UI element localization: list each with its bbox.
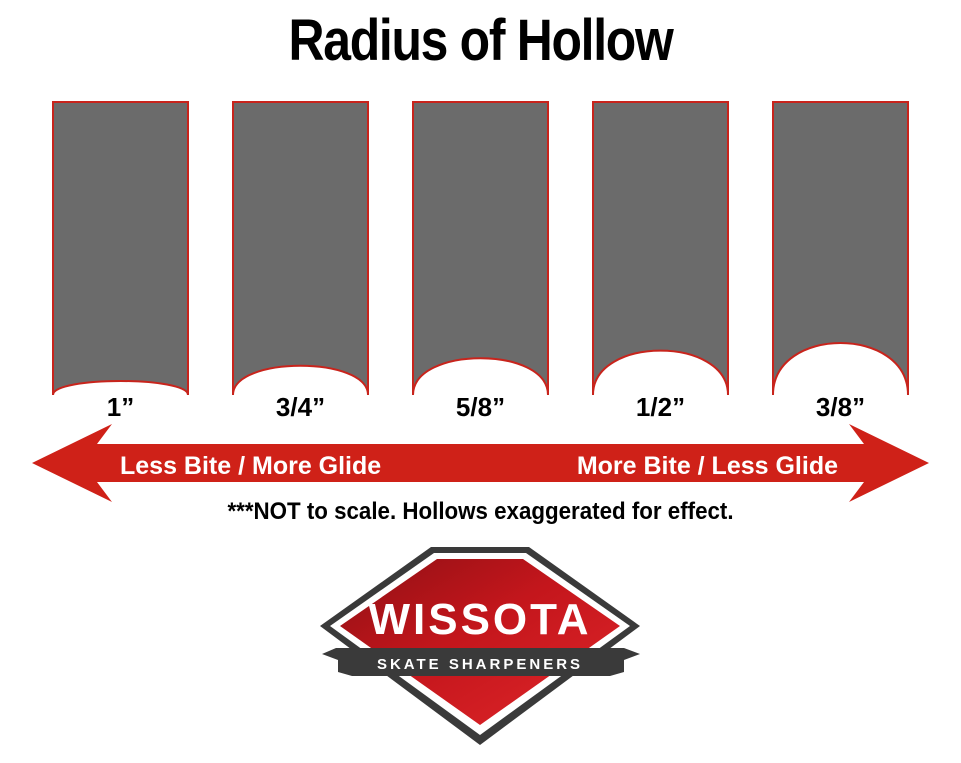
blade-group: 1” 3/4” 5/8” 1/2” 3/8” [52,101,909,422]
arrow-right-label: More Bite / Less Glide [577,452,838,480]
blade-3 [412,101,549,396]
blade-4 [592,101,729,396]
logo-tagline-text: SKATE SHARPENERS [377,656,583,673]
blade-label-3: 5/8” [456,392,505,422]
blade-5 [772,101,909,396]
diagram-title: Radius of Hollow [288,8,674,73]
logo-red-field [340,559,620,725]
wissota-logo: WISSOTA SKATE SHARPENERS [320,547,640,745]
blade-label-4: 1/2” [636,392,685,422]
scale-note: ***NOT to scale. Hollows exaggerated for… [227,498,734,525]
logo-brand-text: WISSOTA [368,595,591,644]
blade-label-1: 1” [107,392,134,422]
double-arrow-shape [32,424,929,502]
blade-1 [52,101,189,396]
blade-label-2: 3/4” [276,392,325,422]
arrow-left-label: Less Bite / More Glide [120,452,381,480]
logo-blade-band [322,648,640,676]
blade-2 [232,101,369,396]
blade-label-5: 3/8” [816,392,865,422]
direction-arrow: Less Bite / More Glide More Bite / Less … [32,424,929,502]
